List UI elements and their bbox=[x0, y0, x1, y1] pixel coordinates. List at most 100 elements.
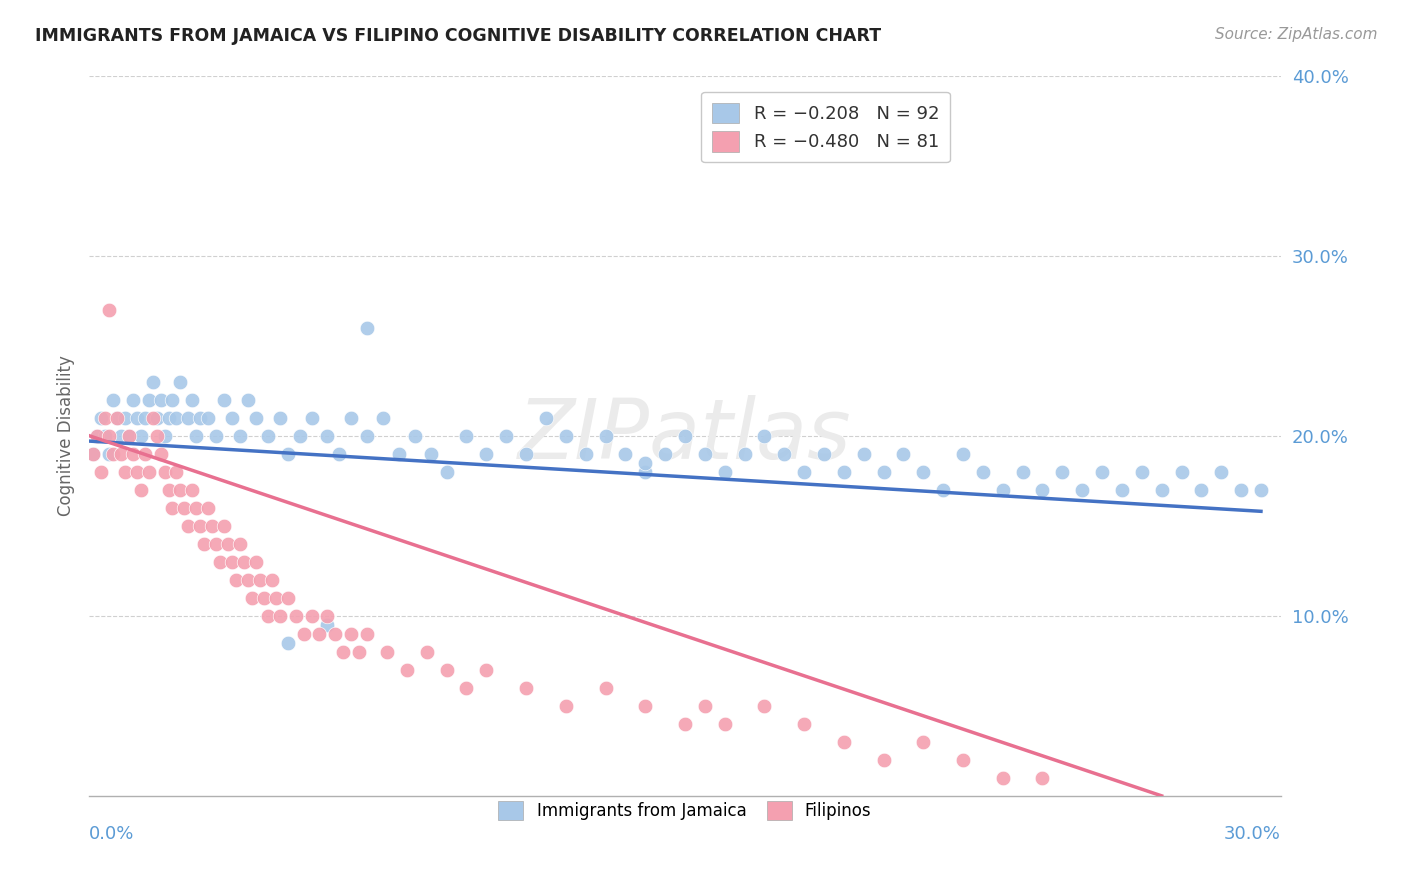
Point bbox=[101, 447, 124, 461]
Point bbox=[693, 447, 716, 461]
Point bbox=[328, 447, 350, 461]
Point bbox=[236, 392, 259, 407]
Point bbox=[118, 428, 141, 442]
Point bbox=[404, 428, 426, 442]
Y-axis label: Cognitive Disability: Cognitive Disability bbox=[58, 355, 75, 516]
Point bbox=[256, 428, 278, 442]
Point bbox=[253, 591, 276, 605]
Point bbox=[101, 392, 124, 407]
Point bbox=[125, 465, 148, 479]
Point bbox=[316, 428, 339, 442]
Point bbox=[277, 591, 299, 605]
Point bbox=[82, 447, 104, 461]
Point bbox=[277, 636, 299, 650]
Point bbox=[773, 447, 796, 461]
Point bbox=[134, 410, 156, 425]
Point bbox=[872, 465, 894, 479]
Point bbox=[110, 447, 132, 461]
Point bbox=[1130, 465, 1153, 479]
Point bbox=[734, 447, 756, 461]
Point bbox=[181, 392, 204, 407]
Point bbox=[288, 428, 311, 442]
Legend: Immigrants from Jamaica, Filipinos: Immigrants from Jamaica, Filipinos bbox=[492, 795, 879, 827]
Point bbox=[149, 447, 172, 461]
Point bbox=[575, 447, 598, 461]
Point bbox=[1111, 483, 1133, 497]
Point bbox=[332, 645, 354, 659]
Point bbox=[114, 410, 136, 425]
Point bbox=[832, 465, 855, 479]
Point bbox=[110, 428, 132, 442]
Point bbox=[713, 716, 735, 731]
Point bbox=[1052, 465, 1074, 479]
Point bbox=[229, 428, 252, 442]
Point bbox=[813, 447, 835, 461]
Point bbox=[105, 410, 128, 425]
Point bbox=[325, 627, 347, 641]
Point bbox=[436, 663, 458, 677]
Point bbox=[952, 447, 974, 461]
Point bbox=[375, 645, 398, 659]
Point bbox=[1211, 465, 1233, 479]
Point bbox=[534, 410, 557, 425]
Point bbox=[693, 698, 716, 713]
Point bbox=[395, 663, 418, 677]
Point bbox=[142, 375, 165, 389]
Point bbox=[475, 447, 498, 461]
Point bbox=[145, 428, 167, 442]
Point bbox=[595, 681, 617, 695]
Point bbox=[1011, 465, 1033, 479]
Point bbox=[134, 447, 156, 461]
Point bbox=[495, 428, 517, 442]
Text: 0.0%: 0.0% bbox=[89, 825, 135, 843]
Point bbox=[169, 483, 191, 497]
Point bbox=[1189, 483, 1212, 497]
Point bbox=[893, 447, 915, 461]
Point bbox=[1150, 483, 1173, 497]
Point bbox=[371, 410, 394, 425]
Point bbox=[82, 447, 104, 461]
Point bbox=[193, 537, 215, 551]
Point bbox=[197, 500, 219, 515]
Point bbox=[932, 483, 955, 497]
Point bbox=[125, 410, 148, 425]
Text: ZIPatlas: ZIPatlas bbox=[519, 395, 852, 476]
Point bbox=[97, 428, 120, 442]
Point bbox=[145, 410, 167, 425]
Point bbox=[301, 608, 323, 623]
Point bbox=[86, 428, 108, 442]
Point bbox=[347, 645, 370, 659]
Point bbox=[754, 428, 776, 442]
Point bbox=[105, 410, 128, 425]
Point bbox=[249, 573, 271, 587]
Point bbox=[654, 447, 676, 461]
Point bbox=[515, 447, 537, 461]
Point bbox=[188, 410, 211, 425]
Point bbox=[356, 627, 378, 641]
Point bbox=[277, 447, 299, 461]
Point bbox=[1031, 483, 1053, 497]
Point bbox=[1230, 483, 1253, 497]
Point bbox=[436, 465, 458, 479]
Point bbox=[166, 410, 188, 425]
Point bbox=[554, 698, 576, 713]
Point bbox=[673, 716, 696, 731]
Point bbox=[416, 645, 439, 659]
Point bbox=[1170, 465, 1192, 479]
Point bbox=[614, 447, 637, 461]
Point bbox=[157, 410, 180, 425]
Point bbox=[157, 483, 180, 497]
Point bbox=[118, 428, 141, 442]
Text: Source: ZipAtlas.com: Source: ZipAtlas.com bbox=[1215, 27, 1378, 42]
Point bbox=[173, 500, 195, 515]
Point bbox=[245, 555, 267, 569]
Point bbox=[832, 735, 855, 749]
Point bbox=[260, 573, 283, 587]
Point bbox=[991, 483, 1014, 497]
Point bbox=[90, 465, 112, 479]
Point bbox=[221, 410, 243, 425]
Point bbox=[197, 410, 219, 425]
Point bbox=[340, 410, 363, 425]
Point bbox=[94, 410, 117, 425]
Point bbox=[94, 428, 117, 442]
